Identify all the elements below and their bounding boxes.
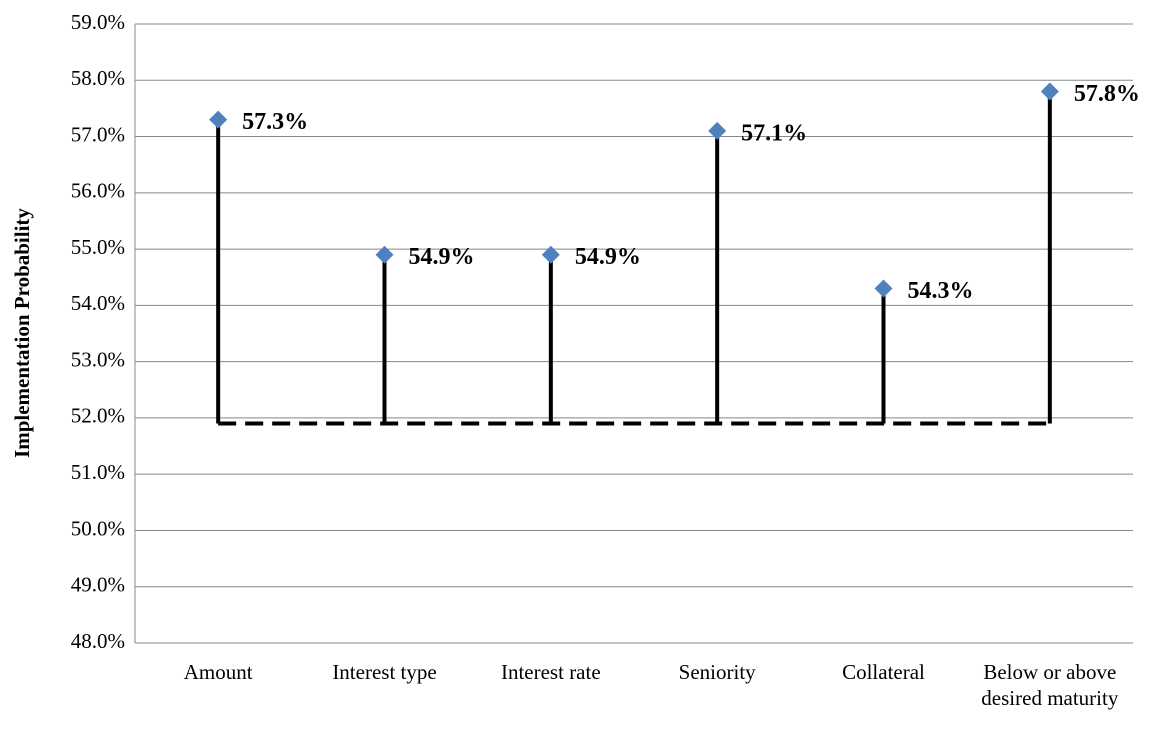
y-tick-label: 50.0%	[71, 516, 125, 540]
value-label: 57.3%	[242, 109, 308, 135]
value-label: 54.9%	[409, 244, 475, 270]
marker	[1040, 82, 1059, 101]
y-axis-title: Implementation Probability	[10, 208, 34, 458]
value-label: 54.9%	[575, 244, 641, 270]
value-label: 57.8%	[1074, 81, 1140, 107]
marker	[874, 279, 893, 298]
marker	[209, 110, 228, 129]
y-tick-label: 59.0%	[71, 10, 125, 34]
y-tick-label: 55.0%	[71, 235, 125, 259]
x-tick-label: Interest type	[332, 660, 437, 684]
marker	[375, 245, 394, 264]
y-tick-label: 49.0%	[71, 573, 125, 597]
value-label: 57.1%	[741, 120, 807, 146]
y-tick-label: 53.0%	[71, 347, 125, 371]
y-tick-label: 48.0%	[71, 629, 125, 653]
y-tick-label: 52.0%	[71, 404, 125, 428]
x-tick-label: Amount	[183, 660, 253, 684]
y-tick-label: 57.0%	[71, 122, 125, 146]
x-tick-label: Below or above desired maturity	[981, 660, 1119, 710]
marker	[708, 121, 727, 140]
y-tick-label: 56.0%	[71, 179, 125, 203]
y-tick-label: 54.0%	[71, 291, 125, 315]
y-tick-label: 58.0%	[71, 66, 125, 90]
y-tick-label: 51.0%	[71, 460, 125, 484]
value-label: 54.3%	[908, 278, 974, 304]
x-tick-label: Interest rate	[500, 660, 601, 684]
x-tick-label: Seniority	[678, 660, 756, 684]
x-tick-label: Collateral	[842, 660, 925, 684]
marker	[541, 245, 560, 264]
